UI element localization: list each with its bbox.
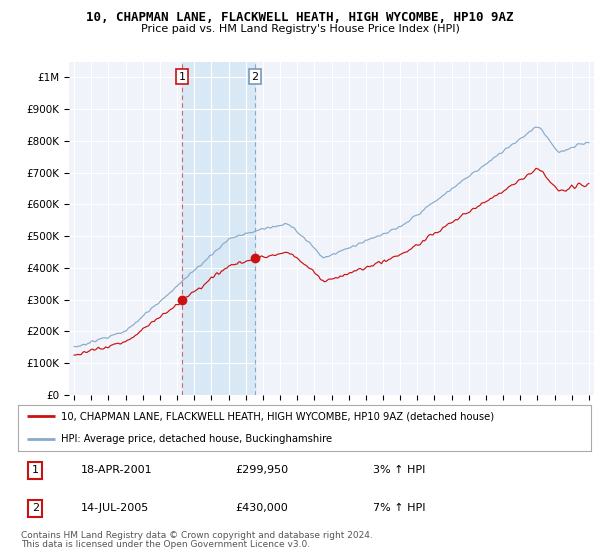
Text: 1: 1 bbox=[32, 465, 38, 475]
Text: 2: 2 bbox=[32, 503, 39, 514]
Text: This data is licensed under the Open Government Licence v3.0.: This data is licensed under the Open Gov… bbox=[21, 540, 310, 549]
Text: Price paid vs. HM Land Registry's House Price Index (HPI): Price paid vs. HM Land Registry's House … bbox=[140, 24, 460, 34]
Text: 14-JUL-2005: 14-JUL-2005 bbox=[81, 503, 149, 514]
Bar bbox=[182, 62, 255, 395]
Text: 7% ↑ HPI: 7% ↑ HPI bbox=[373, 503, 426, 514]
Text: £430,000: £430,000 bbox=[236, 503, 289, 514]
Text: 3% ↑ HPI: 3% ↑ HPI bbox=[373, 465, 425, 475]
Text: £299,950: £299,950 bbox=[236, 465, 289, 475]
Text: HPI: Average price, detached house, Buckinghamshire: HPI: Average price, detached house, Buck… bbox=[61, 435, 332, 444]
Text: 2: 2 bbox=[251, 72, 259, 82]
Text: 10, CHAPMAN LANE, FLACKWELL HEATH, HIGH WYCOMBE, HP10 9AZ: 10, CHAPMAN LANE, FLACKWELL HEATH, HIGH … bbox=[86, 11, 514, 24]
Text: 10, CHAPMAN LANE, FLACKWELL HEATH, HIGH WYCOMBE, HP10 9AZ (detached house): 10, CHAPMAN LANE, FLACKWELL HEATH, HIGH … bbox=[61, 412, 494, 421]
Text: 18-APR-2001: 18-APR-2001 bbox=[81, 465, 152, 475]
Text: 1: 1 bbox=[179, 72, 185, 82]
Text: Contains HM Land Registry data © Crown copyright and database right 2024.: Contains HM Land Registry data © Crown c… bbox=[21, 531, 373, 540]
